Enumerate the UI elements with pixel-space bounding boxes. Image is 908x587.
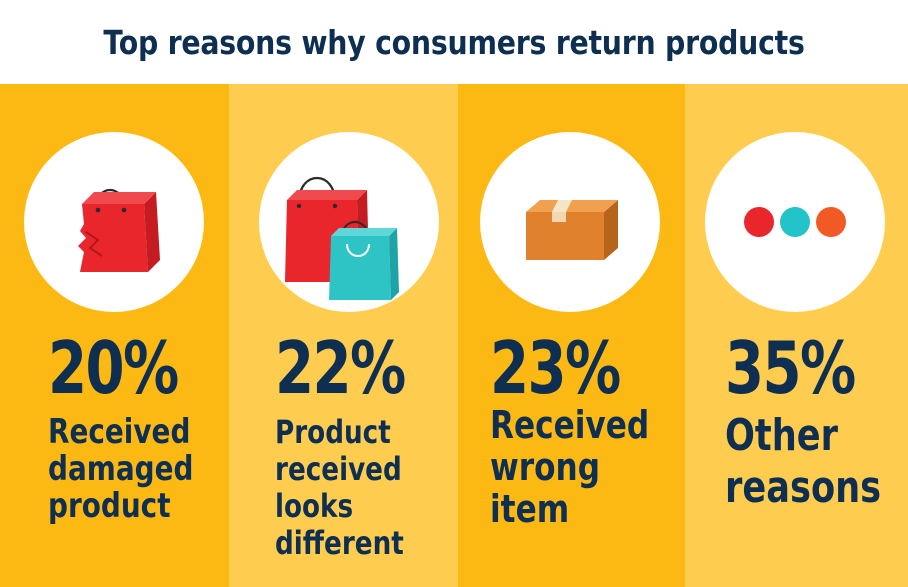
icon-circle bbox=[705, 132, 885, 312]
two-shopping-bags-icon bbox=[285, 176, 399, 300]
reason-panel-other: 35% Other reasons bbox=[685, 84, 908, 587]
percentage-value: 20% bbox=[48, 326, 179, 410]
reason-label: Received wrong item bbox=[490, 403, 650, 531]
reason-label: Product received looks different bbox=[275, 413, 404, 562]
chart-title: Top reasons why consumers return product… bbox=[103, 22, 805, 62]
reason-panel-wrong-item: 23% Received wrong item bbox=[458, 84, 685, 587]
percentage-value: 23% bbox=[490, 326, 621, 410]
cardboard-box-icon bbox=[526, 200, 618, 260]
three-dots-icon bbox=[744, 207, 846, 237]
reason-label: Other reasons bbox=[725, 410, 882, 513]
icon-circle bbox=[24, 132, 204, 312]
reason-label: Received damaged product bbox=[48, 412, 194, 526]
reason-panel-damaged: 20% Received damaged product bbox=[0, 84, 229, 587]
icon-circle bbox=[480, 132, 660, 312]
percentage-value: 35% bbox=[725, 326, 856, 410]
reason-panel-looks-different: 22% Product received looks different bbox=[229, 84, 458, 587]
icon-circle bbox=[259, 132, 439, 312]
damaged-bag-icon bbox=[78, 189, 160, 272]
reasons-panels: 20% Received damaged product bbox=[0, 84, 908, 587]
percentage-value: 22% bbox=[275, 326, 406, 410]
